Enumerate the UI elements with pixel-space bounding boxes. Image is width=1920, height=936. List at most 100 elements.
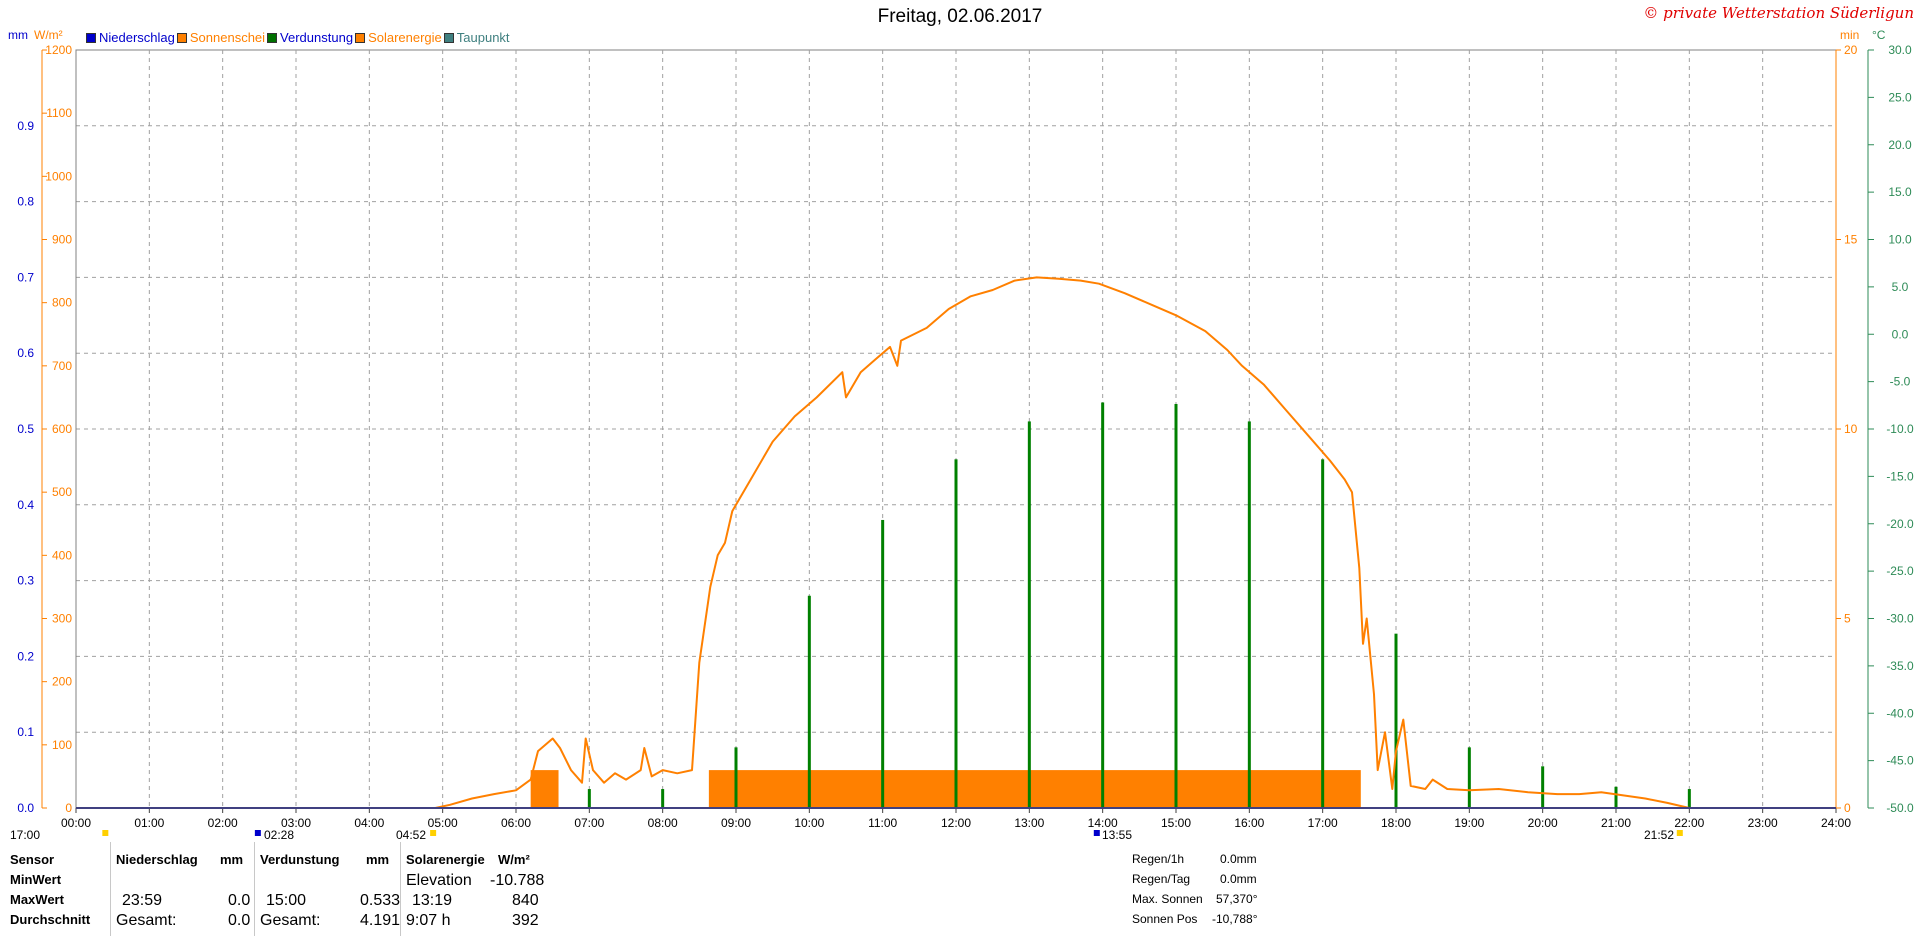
legend-item-sonnenschein[interactable]: Sonnenschei [176, 30, 265, 45]
y-tick-label-min: 10 [1844, 422, 1858, 436]
table-cell: 4.191 [360, 912, 401, 929]
legend-swatch [443, 32, 454, 43]
evaporation-spike [587, 789, 591, 808]
marker-label-3: 13:55 [1102, 828, 1133, 842]
info-label: Sonnen Pos [1132, 912, 1198, 926]
x-tick-label: 22:00 [1674, 816, 1704, 830]
y-tick-label-min: 5 [1844, 612, 1851, 626]
evaporation-spike [1321, 459, 1325, 808]
table-divider [110, 842, 111, 936]
evaporation-spike [1027, 421, 1031, 808]
table-header-precip: Niederschlag [116, 852, 198, 867]
x-tick-label: 12:00 [941, 816, 971, 830]
marker-label-2: 04:52 [396, 828, 427, 842]
x-tick-label: 03:00 [281, 816, 311, 830]
marker-label-1: 02:28 [264, 828, 295, 842]
table-row-label: Durchschnitt [10, 912, 91, 927]
info-value: 0.0mm [1220, 872, 1257, 886]
time-marker-icon [102, 830, 109, 836]
y-tick-label-celsius: -5.0 [1890, 375, 1911, 389]
table-row-label: MaxWert [10, 892, 64, 907]
y-tick-label-celsius: 10.0 [1888, 233, 1912, 247]
y-tick-label-wm2: 100 [52, 738, 72, 752]
legend-swatch [267, 32, 278, 43]
y-tick-label-mm: 0.1 [17, 725, 34, 739]
x-tick-label: 13:00 [1014, 816, 1044, 830]
evaporation-spike [807, 595, 811, 808]
y-tick-label-celsius: 15.0 [1888, 185, 1912, 199]
y-tick-label-mm: 0.4 [17, 498, 34, 512]
table-header-solar: Solarenergie [406, 852, 485, 867]
y-tick-label-wm2: 800 [52, 296, 72, 310]
x-tick-label: 09:00 [721, 816, 751, 830]
x-tick-label: 15:00 [1161, 816, 1191, 830]
table-cell: Elevation [406, 872, 472, 889]
legend-item-niederschlag[interactable]: Niederschlag [86, 30, 175, 45]
table-cell: 840 [512, 892, 539, 909]
y-tick-label-min: 15 [1844, 233, 1858, 247]
table-cell: Gesamt: [260, 912, 321, 929]
x-tick-label: 20:00 [1528, 816, 1558, 830]
x-tick-label: 02:00 [208, 816, 238, 830]
evaporation-spike [954, 459, 958, 808]
legend-item-solarenergie[interactable]: Solarenergie [355, 30, 442, 45]
table-row-label: MinWert [10, 872, 62, 887]
legend-label: Taupunkt [456, 30, 510, 45]
y-tick-label-mm: 0.9 [17, 119, 34, 133]
legend-label: Verdunstung [280, 30, 354, 45]
time-marker-icon [430, 830, 437, 836]
y-tick-label-celsius: -45.0 [1886, 754, 1914, 768]
y-tick-label-mm: 0.2 [17, 649, 34, 663]
y-tick-label-mm: 0.5 [17, 422, 34, 436]
table-header-evap: Verdunstung [260, 852, 340, 867]
legend-label: Niederschlag [99, 30, 175, 45]
x-tick-label: 06:00 [501, 816, 531, 830]
y-tick-label-celsius: -50.0 [1886, 801, 1914, 815]
x-tick-label: 00:00 [61, 816, 91, 830]
y-tick-label-mm: 0.0 [17, 801, 34, 815]
info-label: Regen/Tag [1132, 872, 1191, 886]
y-tick-label-wm2: 900 [52, 233, 72, 247]
x-tick-label: 11:00 [868, 816, 897, 830]
solar-energy-line [76, 276, 1836, 809]
table-divider [400, 842, 401, 936]
info-value: -10,788° [1212, 912, 1258, 926]
y-tick-label-celsius: 0.0 [1892, 327, 1909, 341]
legend-swatch [176, 32, 187, 43]
x-tick-label: 23:00 [1748, 816, 1778, 830]
y-tick-label-wm2: 200 [52, 675, 72, 689]
table-cell: 15:00 [266, 892, 307, 909]
x-tick-label: 21:00 [1601, 816, 1631, 830]
table-cell: 0.0 [228, 912, 251, 929]
x-tick-label: 05:00 [428, 816, 458, 830]
table-cell: 23:59 [122, 892, 163, 909]
evaporation-spike [1614, 786, 1618, 808]
sunshine-bar [530, 770, 559, 808]
unit-min: min [1840, 28, 1860, 42]
table-cell: 13:19 [412, 892, 453, 909]
y-tick-label-mm: 0.8 [17, 195, 34, 209]
x-tick-label: 07:00 [574, 816, 604, 830]
marker-label-4: 21:52 [1644, 828, 1675, 842]
table-cell: -10.788 [490, 872, 545, 889]
y-tick-label-min: 20 [1844, 43, 1858, 57]
y-tick-label-celsius: -40.0 [1886, 706, 1914, 720]
legend-item-verdunstung[interactable]: Verdunstung [267, 30, 353, 45]
time-marker-icon [1676, 830, 1683, 836]
unit-wm2: W/m² [34, 28, 63, 42]
evaporation-spike [661, 789, 665, 808]
chart-title: Freitag, 02.06.2017 [877, 6, 1043, 27]
sunshine-bar [708, 770, 1361, 808]
y-tick-label-celsius: 25.0 [1888, 90, 1912, 104]
credit-label: © private Wetterstation Süderligun [1643, 4, 1914, 22]
legend-item-taupunkt[interactable]: Taupunkt [443, 30, 510, 45]
x-tick-label: 01:00 [134, 816, 164, 830]
x-tick-label: 19:00 [1454, 816, 1484, 830]
unit-mm: mm [8, 28, 28, 42]
y-tick-label-celsius: 5.0 [1892, 280, 1909, 294]
x-tick-label: 16:00 [1234, 816, 1264, 830]
info-label: Max. Sonnen [1132, 892, 1203, 906]
table-header-precip-unit: mm [220, 852, 244, 867]
x-tick-label: 17:00 [1308, 816, 1338, 830]
y-tick-label-wm2: 1000 [45, 169, 72, 183]
